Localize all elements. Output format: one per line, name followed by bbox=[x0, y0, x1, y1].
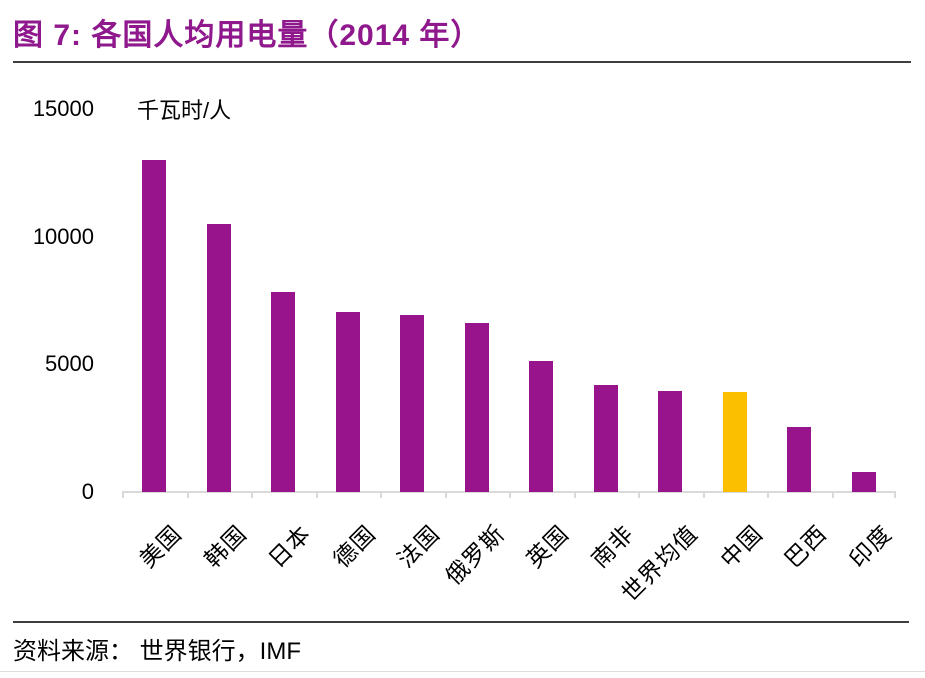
x-category-label: 俄罗斯 bbox=[440, 520, 510, 590]
chart-bar-中国 bbox=[722, 392, 747, 492]
chart-bar-印度 bbox=[851, 471, 876, 492]
x-axis-tick bbox=[767, 492, 769, 498]
x-category-label: 英国 bbox=[521, 520, 574, 573]
x-axis-tick bbox=[122, 492, 124, 498]
x-category-label: 德国 bbox=[328, 520, 381, 573]
x-category-label: 美国 bbox=[134, 520, 187, 573]
x-axis-tick bbox=[186, 492, 189, 498]
x-category-label: 印度 bbox=[844, 520, 897, 573]
x-axis-tick bbox=[380, 492, 382, 498]
y-tick-label: 10000 bbox=[32, 223, 94, 249]
chart-bar-美国 bbox=[142, 160, 167, 492]
y-tick-label: 5000 bbox=[45, 351, 94, 377]
x-axis-tick bbox=[702, 492, 705, 498]
x-axis-tick bbox=[315, 492, 318, 498]
x-axis-tick bbox=[444, 492, 447, 498]
chart-bar-世界均值 bbox=[658, 390, 683, 492]
figure-title: 图 7: 各国人均用电量（2014 年） bbox=[13, 19, 482, 52]
x-axis-tick bbox=[638, 492, 640, 498]
chart-bar-俄罗斯 bbox=[464, 323, 489, 492]
x-axis-tick bbox=[251, 492, 253, 498]
source-note: 资料来源： 世界银行，IMF bbox=[13, 638, 301, 665]
axis-unit-label: 千瓦时/人 bbox=[137, 98, 232, 123]
chart-bar-德国 bbox=[335, 312, 360, 492]
chart-bar-英国 bbox=[529, 361, 554, 492]
bar-chart-plot-area bbox=[122, 109, 896, 498]
x-axis-tick bbox=[509, 492, 511, 498]
x-category-label: 日本 bbox=[263, 520, 316, 573]
bottom-edge-line bbox=[0, 671, 925, 672]
chart-bar-南非 bbox=[593, 384, 618, 492]
x-axis-tick bbox=[894, 492, 896, 498]
y-tick-label: 15000 bbox=[32, 96, 94, 121]
title-divider bbox=[13, 61, 911, 63]
chart-bar-日本 bbox=[271, 292, 296, 492]
x-category-label: 中国 bbox=[715, 520, 768, 573]
y-tick-label: 0 bbox=[81, 479, 94, 504]
source-divider bbox=[13, 621, 909, 623]
x-axis-tick bbox=[573, 492, 576, 498]
chart-bar-法国 bbox=[400, 314, 425, 492]
chart-bar-巴西 bbox=[787, 426, 812, 492]
chart-bar-韩国 bbox=[206, 223, 231, 492]
x-category-label: 巴西 bbox=[779, 520, 832, 573]
x-axis-tick bbox=[831, 492, 834, 498]
x-category-label: 韩国 bbox=[199, 520, 252, 573]
